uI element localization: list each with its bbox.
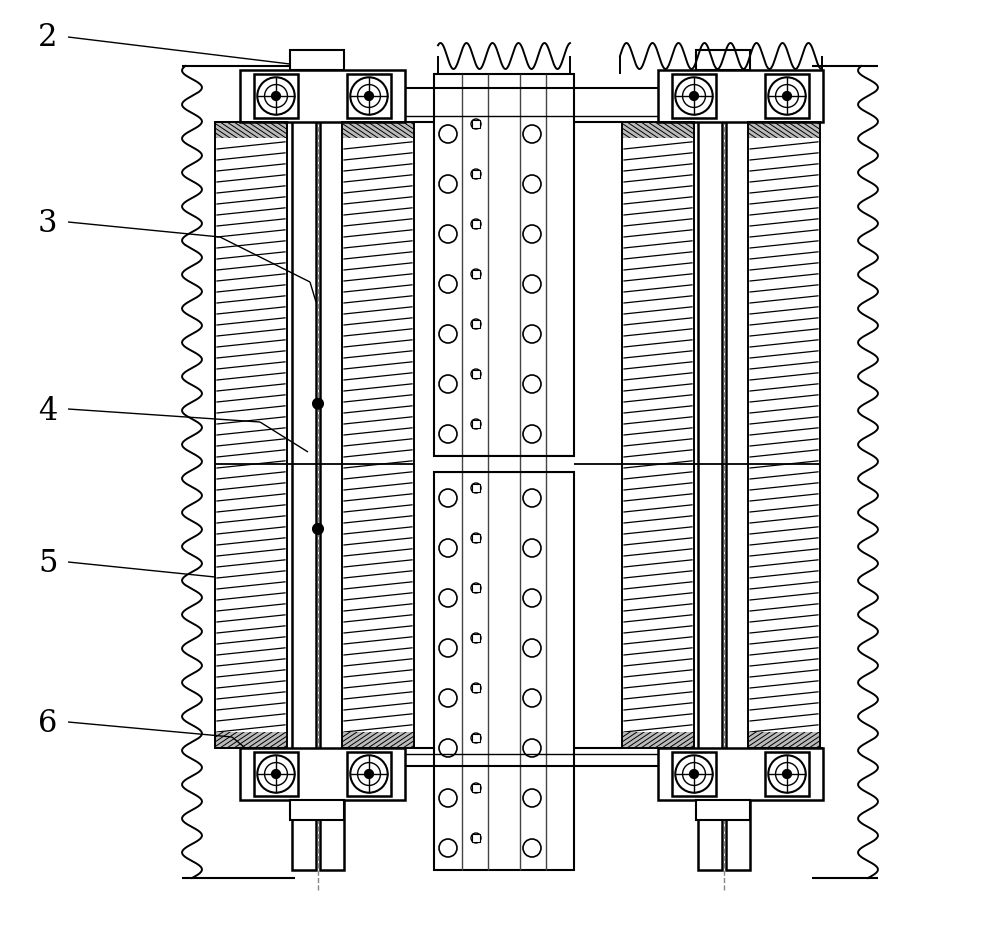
Bar (622, 122, 694, 748)
Bar (622, 732, 694, 748)
Bar (748, 122, 820, 138)
Bar (622, 122, 694, 138)
Bar (215, 732, 287, 748)
Text: 6: 6 (38, 708, 57, 739)
Bar (472, 684, 480, 692)
Circle shape (257, 77, 295, 115)
Bar (215, 122, 287, 748)
Bar (240, 70, 405, 122)
Bar (342, 732, 414, 748)
Bar (726, 74, 750, 870)
Bar (472, 120, 480, 128)
Bar (696, 50, 750, 70)
Bar (342, 138, 414, 732)
Bar (622, 122, 694, 748)
Bar (472, 420, 480, 428)
Circle shape (783, 770, 791, 778)
Bar (215, 732, 287, 748)
Bar (320, 74, 344, 870)
Bar (472, 270, 480, 278)
Bar (672, 74, 716, 118)
Bar (472, 834, 480, 842)
Bar (622, 138, 694, 732)
Bar (342, 138, 414, 732)
Circle shape (675, 77, 713, 115)
Bar (434, 472, 574, 870)
Bar (215, 122, 287, 138)
Bar (254, 752, 298, 796)
Bar (622, 122, 694, 138)
Bar (658, 748, 823, 800)
Circle shape (257, 755, 295, 793)
Bar (342, 122, 414, 138)
Bar (696, 800, 750, 820)
Text: 4: 4 (38, 397, 57, 428)
Bar (254, 74, 298, 118)
Bar (215, 122, 287, 748)
Bar (472, 320, 480, 328)
Bar (672, 752, 716, 796)
Text: 5: 5 (38, 548, 58, 579)
Circle shape (690, 770, 698, 778)
Bar (472, 484, 480, 492)
Bar (622, 732, 694, 748)
Circle shape (783, 91, 791, 101)
Bar (215, 138, 287, 732)
Circle shape (690, 91, 698, 101)
Bar (342, 122, 414, 748)
Text: 2: 2 (38, 22, 58, 53)
Bar (347, 752, 391, 796)
Bar (290, 50, 344, 70)
Bar (472, 534, 480, 542)
Circle shape (313, 398, 323, 409)
Bar (472, 634, 480, 642)
Bar (347, 74, 391, 118)
Circle shape (768, 755, 806, 793)
Bar (342, 732, 414, 748)
Bar (434, 456, 574, 472)
Bar (342, 122, 414, 138)
Circle shape (313, 524, 323, 534)
Circle shape (272, 770, 280, 778)
Circle shape (675, 755, 713, 793)
Bar (472, 220, 480, 228)
Bar (472, 734, 480, 742)
Bar (748, 122, 820, 748)
Circle shape (768, 77, 806, 115)
Bar (472, 370, 480, 378)
Text: 3: 3 (38, 208, 58, 239)
Bar (748, 732, 820, 748)
Circle shape (365, 91, 373, 101)
Bar (698, 74, 722, 870)
Circle shape (350, 755, 388, 793)
Bar (748, 122, 820, 138)
Bar (240, 748, 405, 800)
Bar (434, 74, 574, 456)
Bar (658, 70, 823, 122)
Bar (215, 138, 287, 732)
Bar (622, 138, 694, 732)
Circle shape (365, 770, 373, 778)
Bar (342, 122, 414, 748)
Bar (215, 122, 287, 138)
Bar (765, 752, 809, 796)
Bar (748, 122, 820, 748)
Bar (472, 584, 480, 592)
Bar (292, 74, 316, 870)
Bar (472, 170, 480, 178)
Circle shape (272, 91, 280, 101)
Bar (748, 732, 820, 748)
Bar (290, 800, 344, 820)
Bar (472, 784, 480, 792)
Bar (765, 74, 809, 118)
Bar (748, 138, 820, 732)
Circle shape (350, 77, 388, 115)
Bar (748, 138, 820, 732)
